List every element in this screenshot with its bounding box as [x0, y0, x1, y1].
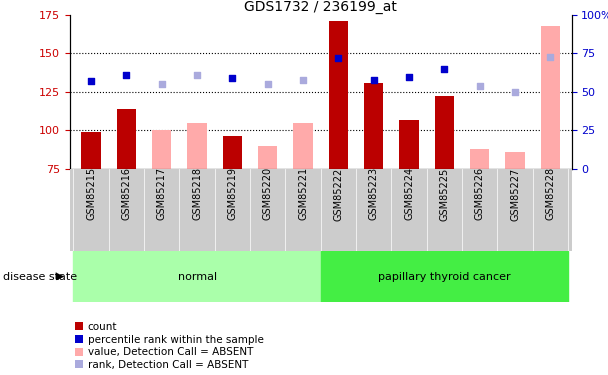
Bar: [329, 21, 348, 169]
Point: [298, 76, 308, 82]
Bar: [223, 136, 242, 169]
Text: normal: normal: [178, 272, 216, 282]
Point: [440, 66, 449, 72]
Bar: [74, 251, 321, 302]
Title: GDS1732 / 236199_at: GDS1732 / 236199_at: [244, 0, 397, 14]
Point: [192, 72, 202, 78]
Text: papillary thyroid cancer: papillary thyroid cancer: [378, 272, 511, 282]
Legend: count, percentile rank within the sample, value, Detection Call = ABSENT, rank, : count, percentile rank within the sample…: [75, 322, 263, 370]
Bar: [81, 132, 101, 169]
Text: disease state: disease state: [3, 272, 77, 282]
Bar: [505, 152, 525, 169]
Point: [86, 78, 96, 84]
Bar: [470, 149, 489, 169]
Bar: [435, 96, 454, 169]
Point: [545, 54, 555, 60]
Bar: [364, 82, 384, 169]
Bar: [187, 123, 207, 169]
Bar: [541, 26, 560, 169]
Point: [369, 76, 379, 82]
Bar: [321, 251, 568, 302]
Bar: [117, 109, 136, 169]
Bar: [258, 146, 277, 169]
Point: [263, 81, 272, 87]
Point: [404, 74, 414, 80]
Point: [334, 55, 344, 61]
Point: [157, 81, 167, 87]
Bar: [399, 120, 419, 169]
Point: [122, 72, 131, 78]
Point: [475, 83, 485, 89]
Point: [227, 75, 237, 81]
Bar: [293, 123, 313, 169]
Bar: [152, 130, 171, 169]
Point: [510, 89, 520, 95]
